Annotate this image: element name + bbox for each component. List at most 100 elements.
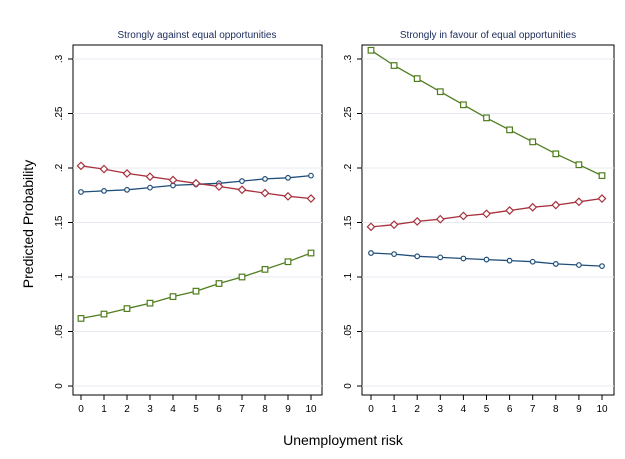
point-diamond-3 [145,172,155,182]
y-tick-label-3: .15 [343,215,354,229]
point-circle-10 [599,263,605,270]
point-diamond-10 [306,194,316,203]
y-tick-label-2: .1 [343,272,354,281]
point-circle-7 [529,258,536,265]
x-tick-label-3: 3 [438,404,444,415]
gridlines-left [73,58,322,387]
gridlines-right [362,58,614,387]
point-square-8 [261,265,269,273]
point-circle-3 [147,184,153,191]
panel-left: 0 .05 .1 .15 .2 .25 .3 0 1 2 3 4 5 6 7 8 9 10 Strongly ag… [54,30,323,415]
point-square-10 [307,249,315,257]
point-diamond-0 [76,161,86,171]
point-square-3 [436,88,444,96]
x-tick-label-3: 3 [147,404,153,415]
x-tick-label-7: 7 [239,404,245,415]
point-circle-3 [437,254,444,261]
point-square-7 [238,273,246,281]
point-square-2 [123,305,131,313]
point-square-7 [529,138,537,146]
point-circle-2 [414,253,421,260]
point-square-6 [215,280,223,287]
x-tick-label-2: 2 [124,404,130,415]
x-tick-label-8: 8 [553,404,559,415]
y-tick-label-5: .25 [343,106,354,120]
point-circle-4 [460,255,467,262]
y-tick-label-6: .3 [54,54,65,63]
point-diamond-4 [168,175,178,185]
x-tick-label-4: 4 [461,404,467,415]
point-diamond-9 [574,197,584,207]
x-tick-label-10: 10 [305,404,317,415]
point-square-1 [390,62,398,69]
point-diamond-6 [214,182,224,191]
point-diamond-4 [458,211,468,221]
point-square-2 [413,75,421,83]
point-square-4 [460,101,467,109]
series-left [76,161,316,322]
point-diamond-6 [505,206,515,215]
x-tick-label-1: 1 [101,404,107,415]
x-tick-label-5: 5 [484,404,490,415]
x-tick-label-5: 5 [193,404,199,415]
series-right [366,46,607,270]
y-tick-label-5: .25 [54,106,65,120]
y-axis-title: Predicted Probability [20,160,36,288]
point-square-4 [169,293,177,301]
plot-frame-right [361,44,615,396]
panel-title-left: Strongly against equal opportunities [118,30,277,41]
x-tick-label-7: 7 [530,404,536,415]
point-circle-8 [262,175,268,182]
x-tick-label-6: 6 [507,404,513,415]
point-square-0 [77,315,85,322]
x-tick-label-0: 0 [78,404,84,415]
point-square-1 [100,310,108,318]
point-diamond-9 [283,191,293,201]
point-circle-6 [506,257,513,264]
ticks-right: 0 .05 .1 .15 .2 .25 .3 0 1 2 3 4 5 6 7 8 9 10 [343,54,608,415]
point-circle-9 [576,262,582,268]
point-square-9 [284,258,292,266]
point-circle-7 [239,178,245,184]
point-square-8 [552,150,560,158]
point-circle-5 [483,256,490,263]
point-diamond-5 [191,178,201,188]
point-square-3 [146,299,154,307]
point-diamond-7 [528,202,538,212]
x-tick-label-6: 6 [216,404,222,415]
point-diamond-5 [482,209,491,219]
y-tick-label-1: .05 [343,324,354,338]
point-square-10 [598,172,606,180]
x-tick-label-2: 2 [414,404,420,415]
point-diamond-8 [260,188,270,198]
point-circle-0 [368,250,374,256]
ticks-left: 0 .05 .1 .15 .2 .25 .3 0 1 2 3 4 5 6 7 8 9 10 [54,54,317,415]
point-diamond-8 [551,200,561,210]
y-tick-label-3: .15 [54,215,65,229]
point-circle-9 [285,174,291,181]
point-diamond-7 [237,185,247,195]
point-square-5 [192,287,200,295]
point-diamond-10 [597,194,607,203]
x-tick-label-10: 10 [596,404,608,415]
point-circle-1 [101,187,107,194]
y-tick-label-1: .05 [54,324,65,338]
panel-right: 0 .05 .1 .15 .2 .25 .3 0 1 2 3 4 5 6 7 8 9 10 Strongly in… [343,30,615,415]
y-tick-label-2: .1 [54,272,65,281]
x-tick-label-9: 9 [285,404,291,415]
x-tick-label-0: 0 [368,404,374,415]
y-tick-label-6: .3 [343,54,354,63]
point-diamond-3 [435,214,445,224]
x-tick-label-4: 4 [170,404,176,415]
point-circle-2 [124,186,130,193]
point-square-6 [506,126,513,134]
y-tick-label-0: 0 [343,383,354,389]
y-tick-label-4: .2 [343,163,354,172]
x-axis-title: Unemployment risk [283,432,404,448]
point-circle-8 [552,261,559,267]
point-square-9 [575,161,583,169]
x-tick-label-1: 1 [391,404,397,415]
point-square-5 [483,114,490,122]
point-circle-10 [308,172,314,179]
